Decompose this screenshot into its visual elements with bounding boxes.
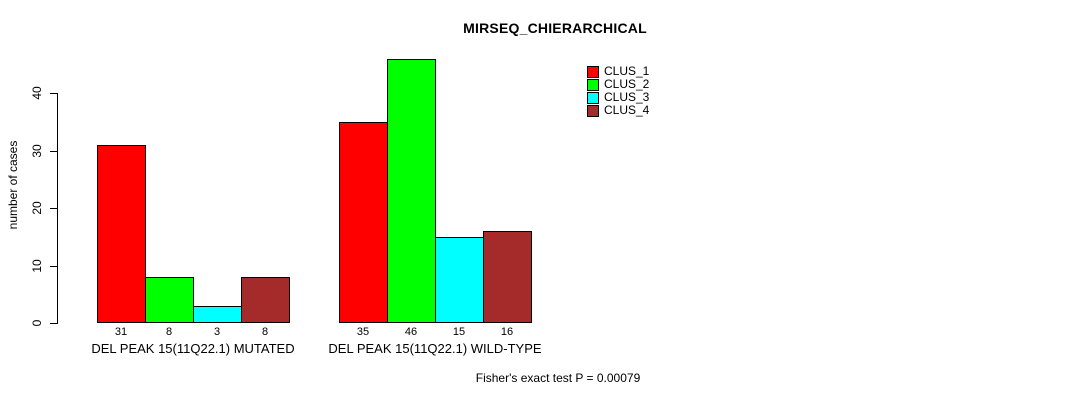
y-axis-tick-label: 40 bbox=[30, 86, 44, 100]
fisher-test-annotation: Fisher's exact test P = 0.00079 bbox=[475, 371, 641, 385]
chart-title: MIRSEQ_CHIERARCHICAL bbox=[463, 20, 647, 36]
bar-value-label: 46 bbox=[404, 326, 418, 338]
bar-clus_1 bbox=[97, 145, 146, 323]
legend-label: CLUS_3 bbox=[604, 90, 650, 104]
legend-item-clus_3: CLUS_3 bbox=[587, 91, 649, 104]
bar-clus_4 bbox=[483, 231, 532, 323]
legend: CLUS_1 CLUS_2 CLUS_3 CLUS_4 bbox=[587, 65, 649, 117]
legend-label: CLUS_1 bbox=[604, 64, 650, 78]
bar-value-label: 15 bbox=[452, 326, 466, 338]
y-axis-tick-label: 10 bbox=[30, 259, 44, 273]
legend-swatch-icon bbox=[587, 78, 599, 91]
y-axis-tick-label: 0 bbox=[30, 319, 44, 327]
bar-value-label: 31 bbox=[114, 326, 128, 338]
bar-clus_1 bbox=[339, 122, 388, 323]
bar-value-label: 16 bbox=[500, 326, 514, 338]
legend-swatch-icon bbox=[587, 65, 599, 78]
y-axis-line bbox=[57, 93, 58, 324]
y-axis-tick bbox=[50, 208, 57, 209]
y-axis-tick-label: 30 bbox=[30, 144, 44, 158]
y-axis-title: number of cases bbox=[6, 140, 20, 230]
y-axis-tick bbox=[50, 151, 57, 152]
group-label: DEL PEAK 15(11Q22.1) MUTATED bbox=[91, 341, 295, 356]
legend-item-clus_1: CLUS_1 bbox=[587, 65, 649, 78]
bar-clus_2 bbox=[387, 59, 436, 323]
legend-swatch-icon bbox=[587, 104, 599, 117]
bar-value-label: 3 bbox=[213, 326, 221, 338]
legend-label: CLUS_4 bbox=[604, 103, 650, 117]
bar-value-label: 8 bbox=[165, 326, 173, 338]
y-axis-tick bbox=[50, 323, 57, 324]
legend-label: CLUS_2 bbox=[604, 77, 650, 91]
legend-item-clus_4: CLUS_4 bbox=[587, 104, 649, 117]
bar-clus_2 bbox=[145, 277, 194, 323]
bar-value-label: 35 bbox=[356, 326, 370, 338]
bar-clus_3 bbox=[435, 237, 484, 323]
legend-swatch-icon bbox=[587, 91, 599, 104]
group-label: DEL PEAK 15(11Q22.1) WILD-TYPE bbox=[328, 341, 542, 356]
bar-value-label: 8 bbox=[261, 326, 269, 338]
y-axis-tick bbox=[50, 93, 57, 94]
bar-clus_4 bbox=[241, 277, 290, 323]
y-axis-tick-label: 20 bbox=[30, 201, 44, 215]
y-axis-tick bbox=[50, 266, 57, 267]
legend-item-clus_2: CLUS_2 bbox=[587, 78, 649, 91]
bar-clus_3 bbox=[193, 306, 242, 323]
